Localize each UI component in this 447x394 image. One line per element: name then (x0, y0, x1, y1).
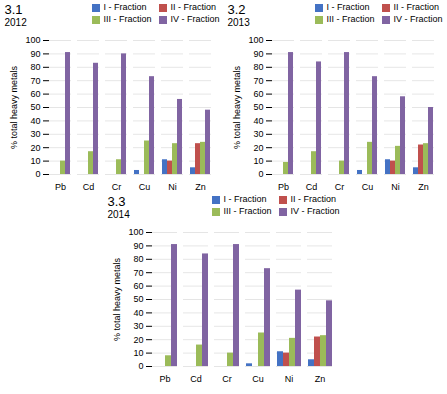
svg-text:60: 60 (133, 281, 143, 291)
html-text:III - Fraction: III - Fraction (326, 14, 375, 24)
svg-text:Ni: Ni (391, 182, 400, 192)
svg-text:100: 100 (248, 35, 263, 45)
svg-text:Pb: Pb (54, 182, 65, 192)
svg-text:100: 100 (25, 35, 40, 45)
svg-text:Cu: Cu (361, 182, 373, 192)
svg-text:Zn: Zn (314, 374, 325, 384)
svg-text:40: 40 (253, 116, 263, 126)
svg-text:% total heavy metals: % total heavy metals (231, 65, 241, 149)
svg-text:50: 50 (133, 294, 143, 304)
html-text:II - Fraction: II - Fraction (290, 194, 336, 204)
svg-text:Cu: Cu (138, 182, 150, 192)
svg-text:Ni: Ni (168, 182, 177, 192)
html-text:I - Fraction: I - Fraction (103, 2, 147, 12)
svg-text:40: 40 (30, 116, 40, 126)
svg-text:80: 80 (133, 254, 143, 264)
html-text:I - Fraction: I - Fraction (223, 194, 267, 204)
svg-text:Cd: Cd (190, 374, 202, 384)
html-text:IV - Fraction: IV - Fraction (393, 14, 443, 24)
svg-text:30: 30 (133, 321, 143, 331)
svg-text:20: 20 (133, 335, 143, 345)
svg-text:Ni: Ni (284, 374, 293, 384)
svg-text:10: 10 (30, 156, 40, 166)
html-text:IV - Fraction: IV - Fraction (290, 206, 340, 216)
svg-text:100: 100 (128, 227, 143, 237)
svg-text:Cd: Cd (82, 182, 94, 192)
svg-text:90: 90 (133, 241, 143, 251)
svg-text:% total heavy metals: % total heavy metals (8, 65, 18, 149)
svg-text:90: 90 (30, 49, 40, 59)
svg-text:% total heavy metals: % total heavy metals (111, 257, 121, 341)
svg-text:60: 60 (253, 89, 263, 99)
svg-text:80: 80 (253, 62, 263, 72)
svg-text:30: 30 (30, 129, 40, 139)
html-text:3.1: 3.1 (4, 2, 23, 17)
html-text:II - Fraction: II - Fraction (393, 2, 439, 12)
html-text:3.2: 3.2 (227, 2, 246, 17)
svg-text:20: 20 (253, 143, 263, 153)
svg-text:Zn: Zn (418, 182, 429, 192)
svg-text:Cr: Cr (334, 182, 344, 192)
svg-text:50: 50 (30, 102, 40, 112)
svg-text:Pb: Pb (159, 374, 170, 384)
svg-text:Cr: Cr (222, 374, 232, 384)
svg-text:0: 0 (35, 169, 40, 179)
html-text:2012: 2012 (4, 17, 27, 28)
svg-text:30: 30 (253, 129, 263, 139)
svg-text:0: 0 (138, 361, 143, 371)
svg-text:Pb: Pb (277, 182, 288, 192)
html-text:III - Fraction: III - Fraction (103, 14, 152, 24)
html-text:2013: 2013 (227, 17, 250, 28)
svg-text:70: 70 (133, 268, 143, 278)
svg-text:10: 10 (133, 348, 143, 358)
html-text:2014: 2014 (107, 209, 130, 220)
svg-text:Cd: Cd (305, 182, 317, 192)
svg-text:20: 20 (30, 143, 40, 153)
svg-text:60: 60 (30, 89, 40, 99)
html-text:3.3: 3.3 (107, 194, 126, 209)
svg-text:0: 0 (258, 169, 263, 179)
html-text:III - Fraction: III - Fraction (223, 206, 272, 216)
svg-text:50: 50 (253, 102, 263, 112)
svg-text:Cr: Cr (111, 182, 121, 192)
svg-text:Cu: Cu (252, 374, 264, 384)
html-text:IV - Fraction: IV - Fraction (170, 14, 220, 24)
svg-text:70: 70 (253, 76, 263, 86)
svg-text:40: 40 (133, 308, 143, 318)
svg-text:10: 10 (253, 156, 263, 166)
svg-text:80: 80 (30, 62, 40, 72)
svg-text:70: 70 (30, 76, 40, 86)
svg-text:Zn: Zn (195, 182, 206, 192)
html-text:II - Fraction: II - Fraction (170, 2, 216, 12)
html-text:I - Fraction: I - Fraction (326, 2, 370, 12)
svg-text:90: 90 (253, 49, 263, 59)
